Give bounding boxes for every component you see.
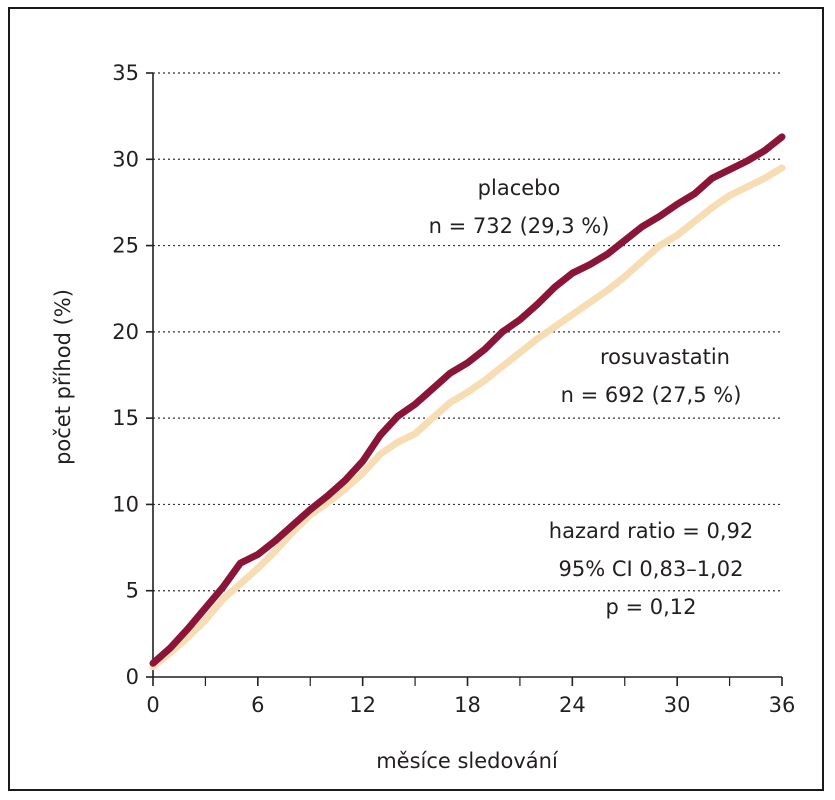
y-tick-label-10: 10 [112, 492, 139, 516]
x-tick-label-30: 30 [664, 693, 691, 717]
axes [146, 72, 783, 686]
x-tick-label-0: 0 [146, 693, 159, 717]
y-axis-title: počet příhod (%) [51, 289, 75, 465]
y-tick-label-20: 20 [112, 320, 139, 344]
x-axis-title: měsíce sledování [376, 749, 559, 773]
y-tick-label-15: 15 [112, 406, 139, 430]
placebo-label: placebo [478, 176, 561, 200]
x-tick-label-24: 24 [559, 693, 586, 717]
y-tick-label-35: 35 [112, 61, 139, 85]
y-tick-label-25: 25 [112, 234, 139, 258]
confidence-interval-label: 95% CI 0,83–1,02 [559, 557, 744, 581]
p-value-label: p = 0,12 [605, 595, 696, 619]
series-line-rosuvastatin [149, 164, 786, 671]
grid-lines [153, 72, 782, 592]
x-tick-label-18: 18 [454, 693, 481, 717]
y-tick-label-30: 30 [112, 147, 139, 171]
hazard-ratio-label: hazard ratio = 0,92 [549, 519, 753, 543]
x-tick-label-6: 6 [251, 693, 264, 717]
y-tick-label-0: 0 [126, 665, 139, 689]
series-line-placebo [149, 133, 786, 667]
rosuvastatin-n: n = 692 (27,5 %) [561, 383, 742, 407]
y-tick-label-5: 5 [126, 579, 139, 603]
rosuvastatin-label: rosuvastatin [600, 345, 730, 369]
placebo-n: n = 732 (29,3 %) [429, 214, 610, 238]
tick-labels: 0 5 10 15 20 25 30 35 0 6 12 18 24 30 36 [112, 61, 795, 717]
x-tick-label-36: 36 [769, 693, 796, 717]
x-tick-label-12: 12 [349, 693, 376, 717]
series-lines [149, 133, 786, 671]
